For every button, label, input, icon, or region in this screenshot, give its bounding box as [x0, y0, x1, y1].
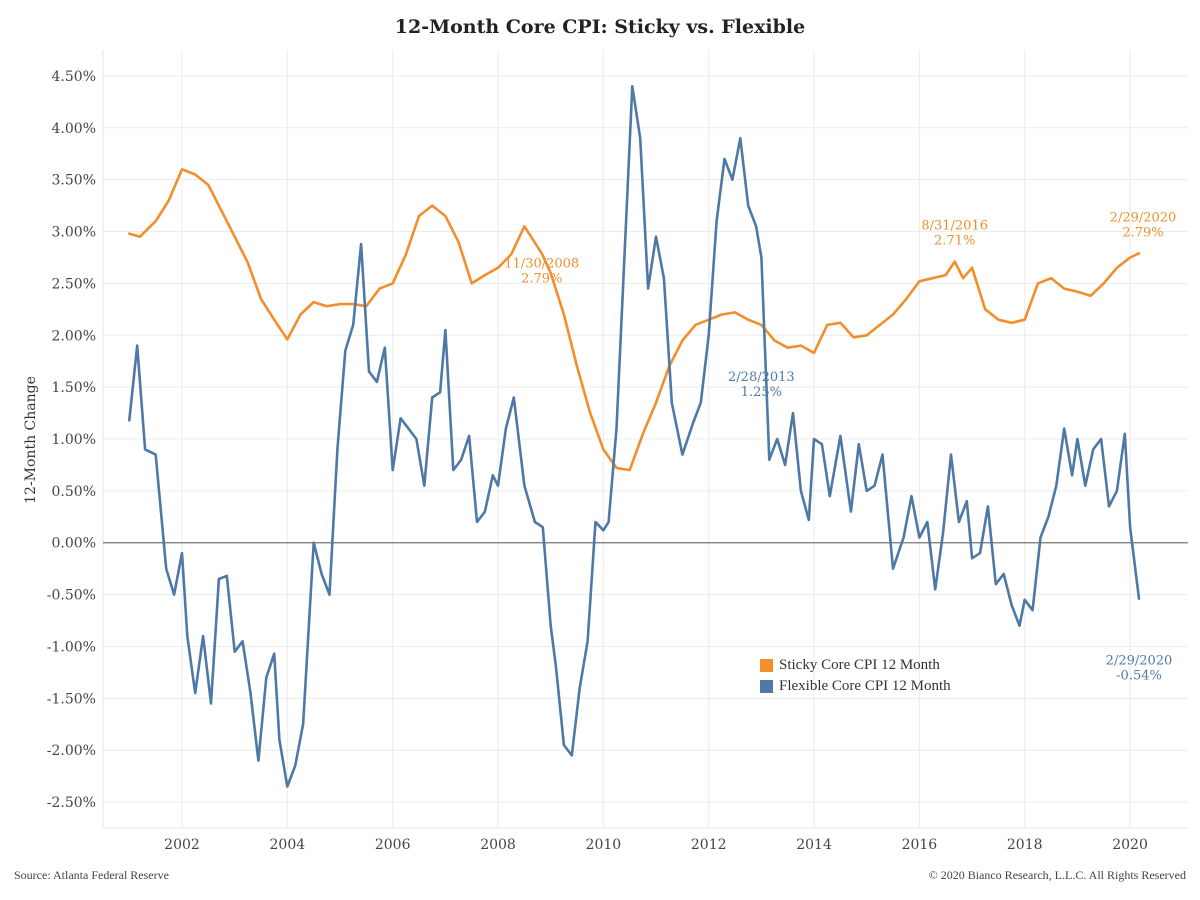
y-tick-label: -2.50% — [47, 795, 96, 811]
x-tick-label: 2016 — [902, 837, 938, 853]
annotations: 11/30/20082.79%8/31/20162.71%2/29/20202.… — [504, 210, 1176, 683]
x-tick-label: 2014 — [796, 837, 832, 853]
x-tick-label: 2010 — [586, 837, 622, 853]
series-lines — [128, 85, 1141, 788]
x-tick-label: 2012 — [691, 837, 727, 853]
annotation-value: 1.25% — [741, 385, 782, 400]
annotation-date: 8/31/2016 — [921, 219, 988, 234]
legend-item-flexible: Flexible Core CPI 12 Month — [760, 678, 951, 695]
y-tick-label: -1.50% — [47, 691, 96, 707]
x-tick-label: 2002 — [164, 837, 200, 853]
y-tick-label: 2.50% — [52, 276, 96, 292]
annotation-date: 11/30/2008 — [504, 256, 579, 271]
legend-swatch-flexible — [760, 680, 773, 693]
y-tick-label: 3.00% — [52, 225, 96, 241]
y-axis-ticks: 4.50% 4.00% 3.50% 3.00% 2.50% 2.00% 1.50% 1.00%… — [47, 69, 96, 811]
annotation-date: 2/29/2020 — [1106, 654, 1173, 669]
annotation-value: -0.54% — [1116, 669, 1162, 684]
annotation-value: 2.79% — [521, 271, 562, 286]
legend-label-flexible: Flexible Core CPI 12 Month — [779, 678, 951, 694]
y-axis-label: 12-Month Change — [23, 376, 39, 504]
x-tick-label: 2020 — [1112, 837, 1148, 853]
x-tick-label: 2008 — [480, 837, 516, 853]
y-tick-label: 0.00% — [52, 536, 96, 552]
y-tick-label: -1.00% — [47, 639, 96, 655]
y-tick-label: 3.50% — [52, 173, 96, 189]
legend-swatch-sticky — [760, 659, 773, 672]
annotation-date: 2/28/2013 — [728, 370, 795, 385]
grid-lines — [102, 50, 1188, 829]
y-tick-label: 4.50% — [52, 69, 96, 85]
annotation-value: 2.79% — [1122, 225, 1163, 240]
y-tick-label: 1.00% — [52, 432, 96, 448]
y-tick-label: 0.50% — [52, 484, 96, 500]
series-line-flexible — [128, 85, 1141, 788]
legend-item-sticky: Sticky Core CPI 12 Month — [760, 657, 940, 674]
y-tick-label: 1.50% — [52, 380, 96, 396]
y-tick-label: -2.00% — [47, 743, 96, 759]
y-tick-label: -0.50% — [47, 588, 96, 604]
y-tick-label: 4.00% — [52, 121, 96, 137]
x-tick-label: 2004 — [270, 837, 306, 853]
x-tick-label: 2006 — [375, 837, 411, 853]
series-line-sticky — [128, 168, 1141, 472]
legend-label-sticky: Sticky Core CPI 12 Month — [779, 657, 940, 673]
annotation-value: 2.71% — [934, 234, 975, 249]
x-tick-label: 2018 — [1007, 837, 1043, 853]
annotation-date: 2/29/2020 — [1110, 210, 1177, 225]
copyright-note: © 2020 Bianco Research, L.L.C. All Right… — [928, 868, 1186, 882]
y-tick-label: 2.00% — [52, 328, 96, 344]
source-note: Source: Atlanta Federal Reserve — [14, 868, 169, 882]
x-axis-ticks: 2002 2004 2006 2008 2010 2012 2014 2016 2018 2020 — [164, 837, 1148, 853]
chart-title: 12-Month Core CPI: Sticky vs. Flexible — [394, 16, 806, 38]
